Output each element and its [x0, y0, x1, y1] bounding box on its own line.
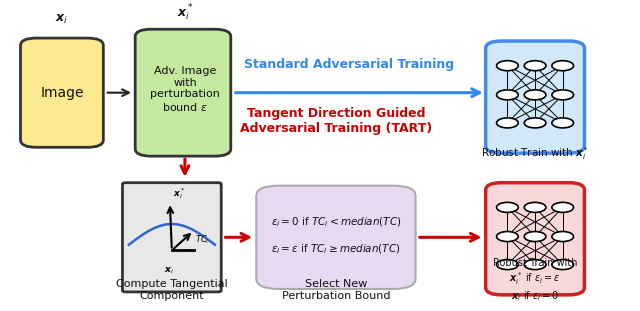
Circle shape [552, 118, 573, 128]
Text: Standard Adversarial Training: Standard Adversarial Training [244, 58, 454, 71]
FancyBboxPatch shape [256, 186, 415, 289]
Circle shape [497, 202, 518, 212]
Text: $\boldsymbol{x}_i$: $\boldsymbol{x}_i$ [56, 13, 68, 26]
Text: Adv. Image
with
perturbation
bound $\epsilon$: Adv. Image with perturbation bound $\eps… [150, 66, 220, 113]
Circle shape [552, 202, 573, 212]
Circle shape [497, 61, 518, 71]
Circle shape [524, 260, 546, 270]
Circle shape [524, 202, 546, 212]
FancyBboxPatch shape [486, 41, 584, 153]
Circle shape [497, 260, 518, 270]
Text: $\boldsymbol{x}_i$: $\boldsymbol{x}_i$ [164, 265, 173, 276]
FancyBboxPatch shape [486, 183, 584, 295]
Circle shape [552, 260, 573, 270]
FancyBboxPatch shape [122, 183, 221, 292]
Text: $\boldsymbol{x}_i^*$: $\boldsymbol{x}_i^*$ [177, 3, 193, 23]
Text: Image: Image [40, 86, 84, 100]
Circle shape [524, 90, 546, 100]
Text: Compute Tangential
Component: Compute Tangential Component [116, 279, 228, 301]
Text: $\boldsymbol{x}_i^*$: $\boldsymbol{x}_i^*$ [173, 186, 186, 201]
Text: Robust Train with $\boldsymbol{x}_i^*$: Robust Train with $\boldsymbol{x}_i^*$ [481, 145, 589, 162]
Text: Robust Train with
$\boldsymbol{x}_i^*$ if $\epsilon_i = \epsilon$
$\boldsymbol{x: Robust Train with $\boldsymbol{x}_i^*$ i… [493, 258, 578, 303]
Circle shape [524, 231, 546, 242]
Text: $\epsilon_i = 0$ if $TC_i < median(TC)$

$\epsilon_i = \epsilon$ if $TC_i \geq m: $\epsilon_i = 0$ if $TC_i < median(TC)$ … [271, 216, 401, 256]
Circle shape [497, 118, 518, 128]
FancyBboxPatch shape [135, 29, 231, 156]
Circle shape [552, 90, 573, 100]
Text: $TC_i$: $TC_i$ [195, 234, 209, 246]
Circle shape [524, 118, 546, 128]
Circle shape [524, 61, 546, 71]
Text: Select New
Perturbation Bound: Select New Perturbation Bound [282, 279, 390, 301]
Text: Tangent Direction Guided
Adversarial Training (TART): Tangent Direction Guided Adversarial Tra… [240, 107, 432, 135]
Circle shape [552, 231, 573, 242]
Circle shape [552, 61, 573, 71]
Circle shape [497, 231, 518, 242]
FancyBboxPatch shape [20, 38, 103, 147]
Circle shape [497, 90, 518, 100]
